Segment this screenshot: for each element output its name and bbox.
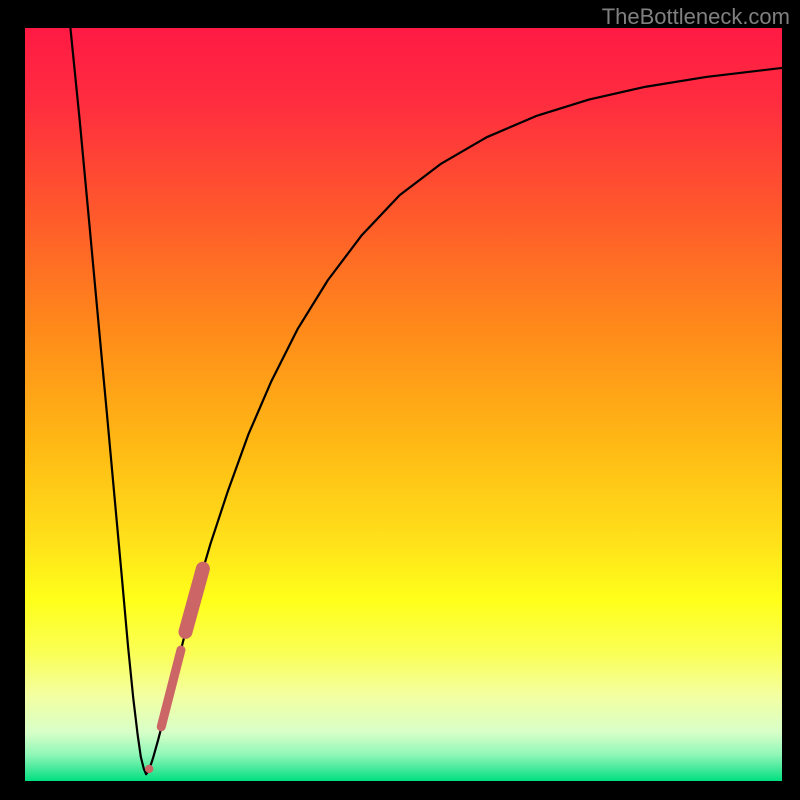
watermark-text: TheBottleneck.com [602, 4, 790, 29]
gradient-background [25, 28, 782, 781]
plot-area [25, 28, 782, 781]
chart-container: TheBottleneck.com [0, 0, 800, 800]
watermark: TheBottleneck.com [602, 4, 790, 30]
highlight-dot [145, 765, 153, 773]
plot-svg [25, 28, 782, 781]
